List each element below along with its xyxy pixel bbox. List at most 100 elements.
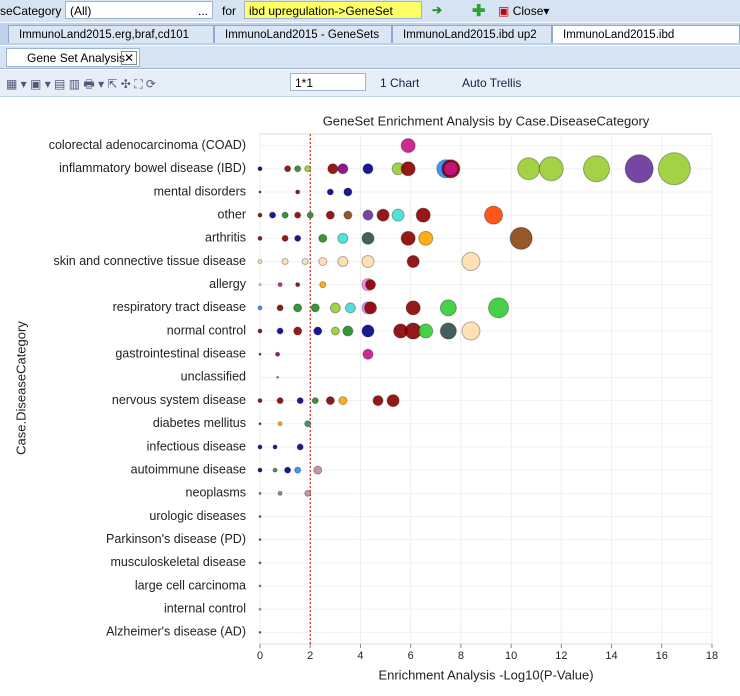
bubble: [257, 166, 263, 172]
y-tick-label: large cell carcinoma: [135, 578, 246, 592]
x-tick-label: 6: [408, 650, 414, 662]
bubble: [406, 255, 420, 268]
y-tick-label: internal control: [164, 602, 246, 616]
bubble: [281, 258, 289, 265]
y-axis-label: Case.DiseaseCategory: [13, 321, 28, 455]
y-tick-label: respiratory tract disease: [113, 300, 246, 314]
bubble: [418, 323, 434, 339]
bubble: [284, 466, 292, 474]
subtab-strip: Gene Set Analysis ✕: [0, 46, 740, 69]
bubble: [488, 297, 510, 319]
query-field[interactable]: ibd upregulation->GeneSet: [244, 1, 422, 19]
bubble: [538, 156, 564, 182]
bubble: [294, 466, 302, 474]
trellis-button[interactable]: Auto Trellis: [462, 76, 522, 90]
bubble: [337, 256, 349, 267]
tab[interactable]: ImmunoLand2015 - GeneSets: [214, 25, 392, 43]
bubble: [275, 351, 281, 357]
bubble: [295, 282, 301, 288]
bubble: [400, 230, 416, 246]
y-tick-label: mental disorders: [154, 184, 246, 198]
subtab-label: Gene Set Analysis: [27, 51, 126, 65]
bubble: [284, 165, 292, 173]
bubble: [325, 210, 335, 220]
close-button[interactable]: ▣ Close▾: [498, 4, 550, 18]
charts-button[interactable]: 1 Chart: [380, 76, 420, 90]
bubble: [517, 157, 541, 181]
bubble: [277, 421, 283, 427]
bubble: [258, 561, 262, 565]
bubble: [400, 161, 416, 177]
bubble: [294, 211, 302, 219]
x-tick-label: 0: [257, 650, 263, 662]
bubble: [361, 231, 375, 245]
filter-dropdown[interactable]: (All)...: [65, 1, 213, 19]
bubble: [281, 211, 289, 219]
bubble: [257, 398, 263, 404]
subtab[interactable]: Gene Set Analysis ✕: [6, 48, 140, 67]
bubble: [258, 515, 262, 518]
bubble: [439, 299, 457, 317]
bubble: [318, 233, 328, 243]
bubble: [362, 348, 374, 360]
bubble: [257, 305, 263, 311]
y-tick-label: inflammatory bowel disease (IBD): [59, 161, 246, 175]
bubble: [391, 208, 405, 222]
layout-dropdown[interactable]: 1*1: [290, 73, 366, 91]
bubble: [294, 165, 302, 173]
x-tick-label: 16: [656, 650, 668, 662]
y-tick-label: unclassified: [181, 370, 246, 384]
bubble: [272, 467, 278, 473]
bubble: [276, 397, 284, 405]
bubble: [509, 226, 533, 250]
bubble: [364, 279, 376, 291]
x-tick-label: 14: [605, 650, 617, 662]
y-tick-label: normal control: [167, 323, 246, 337]
bubble: [657, 152, 691, 186]
x-tick-label: 4: [357, 650, 363, 662]
x-tick-label: 18: [706, 650, 718, 662]
bubble: [258, 283, 262, 287]
tab[interactable]: ImmunoLand2015.erg,braf,cd101: [8, 25, 214, 43]
bubble: [439, 322, 457, 340]
bubble: [301, 258, 309, 265]
bubble: [258, 538, 262, 542]
bubble: [269, 211, 277, 219]
bubble: [326, 188, 334, 196]
tab-active[interactable]: ImmunoLand2015.ibd upregulation: [552, 25, 740, 59]
bubble: [343, 187, 353, 197]
bubble: [294, 234, 302, 242]
bubble: [306, 211, 314, 219]
y-tick-label: musculoskeletal disease: [111, 555, 247, 569]
ellipsis: ...: [197, 4, 208, 18]
y-tick-label: neoplasms: [186, 486, 246, 500]
y-tick-label: gastrointestinal disease: [115, 347, 246, 361]
x-tick-label: 10: [505, 650, 517, 662]
y-tick-label: infectious disease: [147, 439, 246, 453]
go-icon[interactable]: ➔: [432, 3, 443, 17]
x-tick-label: 8: [458, 650, 464, 662]
bubble: [304, 165, 312, 173]
bubble: [313, 326, 323, 336]
bubble: [329, 302, 341, 314]
tab[interactable]: ImmunoLand2015.ibd up2: [392, 25, 552, 43]
bubble: [272, 444, 278, 450]
bubble: [443, 161, 459, 177]
filter-label: seCategory: [0, 4, 62, 18]
add-icon[interactable]: ✚: [472, 3, 486, 20]
toolbar-icons[interactable]: ▦ ▾ ▣ ▾ ▤ ▥ 🖶 ▾ ⇱ ✣ ⛶ ⟳: [6, 77, 156, 91]
bubble: [258, 352, 262, 356]
bubble: [311, 397, 319, 405]
bubble: [277, 490, 283, 496]
bubble: [257, 328, 263, 334]
bubble: [258, 607, 262, 611]
y-tick-label: autoimmune disease: [131, 462, 246, 476]
y-tick-label: other: [218, 207, 247, 221]
bubble: [330, 326, 340, 336]
bubble: [258, 190, 262, 194]
bubble: [258, 491, 262, 495]
bubble: [304, 420, 312, 428]
for-label: for: [222, 4, 237, 18]
bubble: [313, 465, 323, 475]
bubble: [295, 189, 301, 195]
